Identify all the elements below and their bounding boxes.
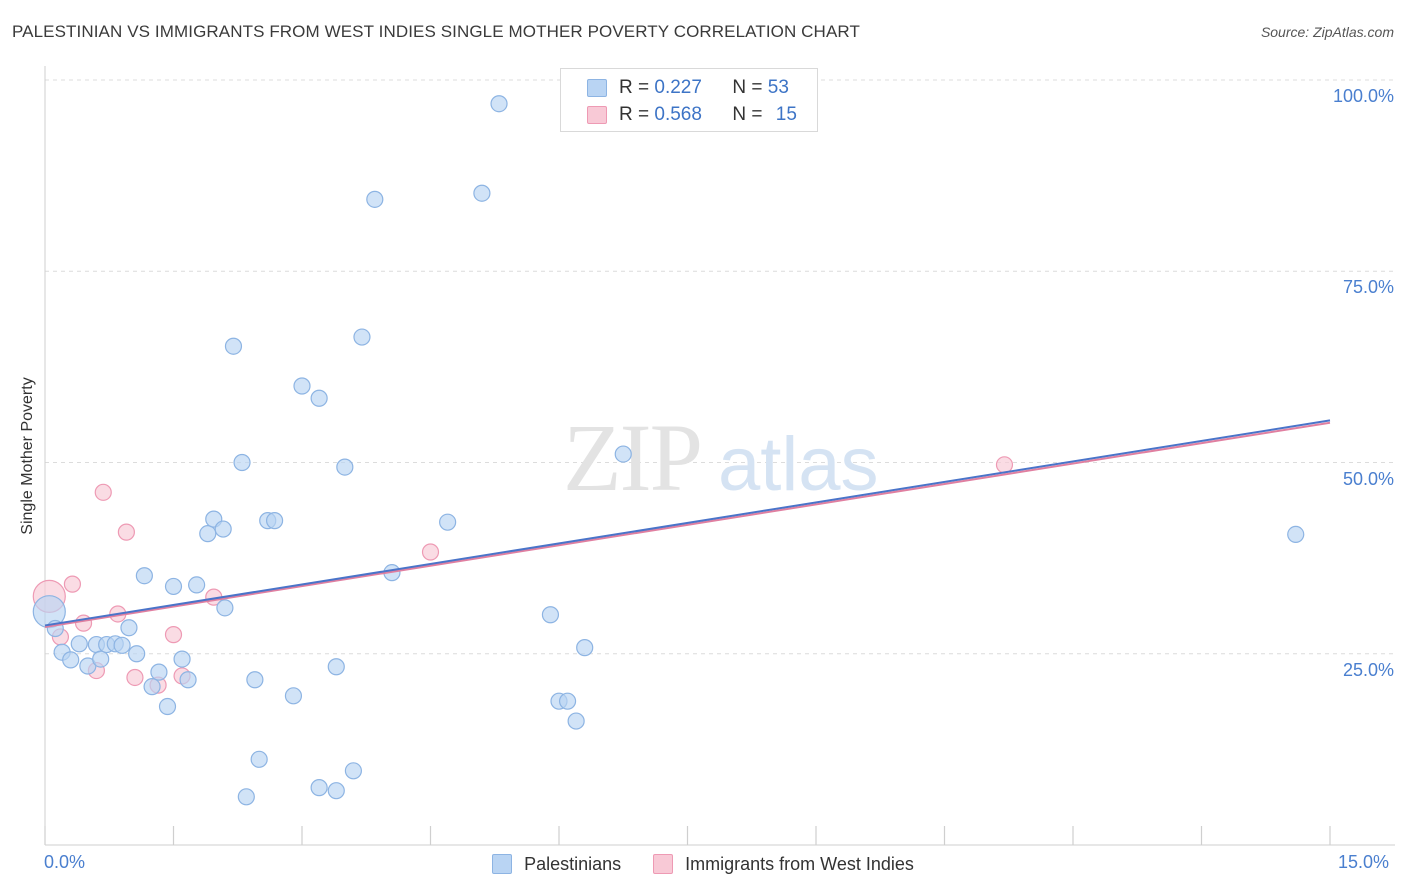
palestinians-point: [179, 671, 197, 689]
palestinians-point: [199, 525, 217, 543]
stats-legend: R = 0.227 N = 53 R = 0.568 N = 15: [560, 68, 818, 132]
y-tick-label: 25.0%: [1342, 659, 1394, 680]
palestinians-point: [246, 671, 264, 689]
r-value: 0.568: [654, 104, 702, 125]
watermark-zip: ZIP: [563, 404, 701, 511]
source-label: Source: ZipAtlas.com: [1260, 24, 1394, 40]
palestinians-point: [250, 750, 268, 768]
west-indies-point: [995, 456, 1014, 474]
palestinians-point: [173, 650, 191, 668]
palestinians-point: [1287, 525, 1305, 544]
palestinians-point: [327, 782, 345, 800]
series-legend: Palestinians Immigrants from West Indies: [0, 852, 1406, 876]
axes: [44, 66, 1395, 846]
palestinians-point: [490, 95, 508, 113]
palestinians-point: [224, 337, 243, 355]
palestinians-point: [265, 512, 284, 530]
west-indies-point: [421, 543, 440, 561]
pink-swatch: [653, 854, 674, 874]
palestinians-point: [366, 190, 384, 208]
y-axis-label: Single Mother Poverty: [19, 377, 36, 535]
trend-lines: [44, 419, 1331, 628]
r-label: R =: [619, 104, 650, 125]
west-indies-point: [164, 626, 183, 644]
watermark: ZIP atlas: [563, 404, 879, 511]
n-label: N =: [732, 104, 763, 125]
palestinians-point: [113, 636, 131, 654]
blue-swatch: [492, 854, 513, 874]
palestinians-point: [439, 513, 457, 531]
palestinians-point: [128, 645, 146, 663]
palestinians-point: [353, 328, 371, 346]
palestinians-point: [237, 788, 255, 806]
y-tick-label: 75.0%: [1342, 277, 1394, 298]
palestinians-point: [188, 576, 206, 594]
pink-swatch: [587, 106, 607, 124]
watermark-atlas: atlas: [718, 422, 879, 507]
palestinians-point: [567, 712, 585, 730]
palestinians-point: [143, 678, 161, 696]
n-value: 53: [767, 77, 789, 98]
stats-legend-row-palestinians: R = 0.227 N = 53: [587, 77, 789, 99]
palestinians-point: [293, 377, 311, 395]
chart-title: PALESTINIAN VS IMMIGRANTS FROM WEST INDI…: [12, 22, 860, 41]
legend-item-west-indies[interactable]: Immigrants from West Indies: [653, 854, 914, 875]
n-value: 15: [775, 104, 797, 125]
palestinians-point: [135, 567, 153, 585]
palestinians-point: [233, 453, 251, 472]
palestinians-point: [473, 184, 491, 202]
west-indies-point: [63, 575, 82, 593]
palestinians-point: [62, 651, 80, 669]
palestinians-point: [150, 663, 168, 681]
west-indies-trend-line: [44, 421, 1331, 628]
y-tick-label: 100.0%: [1332, 86, 1394, 106]
palestinians-point: [164, 577, 183, 596]
west-indies-point: [126, 668, 144, 687]
legend-label: Immigrants from West Indies: [685, 853, 914, 874]
palestinians-point: [284, 687, 303, 705]
legend-label: Palestinians: [524, 853, 622, 874]
r-value: 0.227: [654, 77, 702, 98]
palestinians-point: [310, 389, 328, 407]
x-tick-label-min: 0.0%: [44, 852, 86, 872]
palestinians-point: [576, 639, 594, 657]
palestinians-point: [310, 779, 328, 797]
palestinians-point: [614, 445, 632, 463]
palestinians-point: [158, 697, 177, 716]
palestinians-point: [70, 635, 88, 653]
palestinians-point: [336, 458, 354, 476]
palestinians-point: [327, 658, 345, 676]
legend-item-palestinians[interactable]: Palestinians: [492, 854, 621, 875]
west-indies-point: [117, 523, 135, 541]
palestinians-point: [558, 692, 577, 710]
palestinians-point: [120, 619, 138, 637]
blue-swatch: [587, 79, 607, 97]
west-indies-point: [94, 483, 112, 501]
palestinians-point: [344, 762, 362, 780]
palestinians-trend-line: [44, 419, 1331, 627]
n-label: N =: [732, 77, 763, 98]
gridlines: [45, 79, 1395, 655]
x-tick-label-max: 15.0%: [1338, 852, 1390, 872]
stats-legend-row-west-indies: R = 0.568 N = 15: [587, 104, 797, 126]
r-label: R =: [619, 77, 650, 98]
palestinians-point: [216, 599, 234, 617]
palestinians-point: [214, 520, 232, 538]
palestinians-point: [92, 650, 110, 668]
palestinians-point: [541, 606, 560, 624]
data-points: [32, 95, 1305, 806]
y-tick-label: 50.0%: [1342, 468, 1394, 489]
